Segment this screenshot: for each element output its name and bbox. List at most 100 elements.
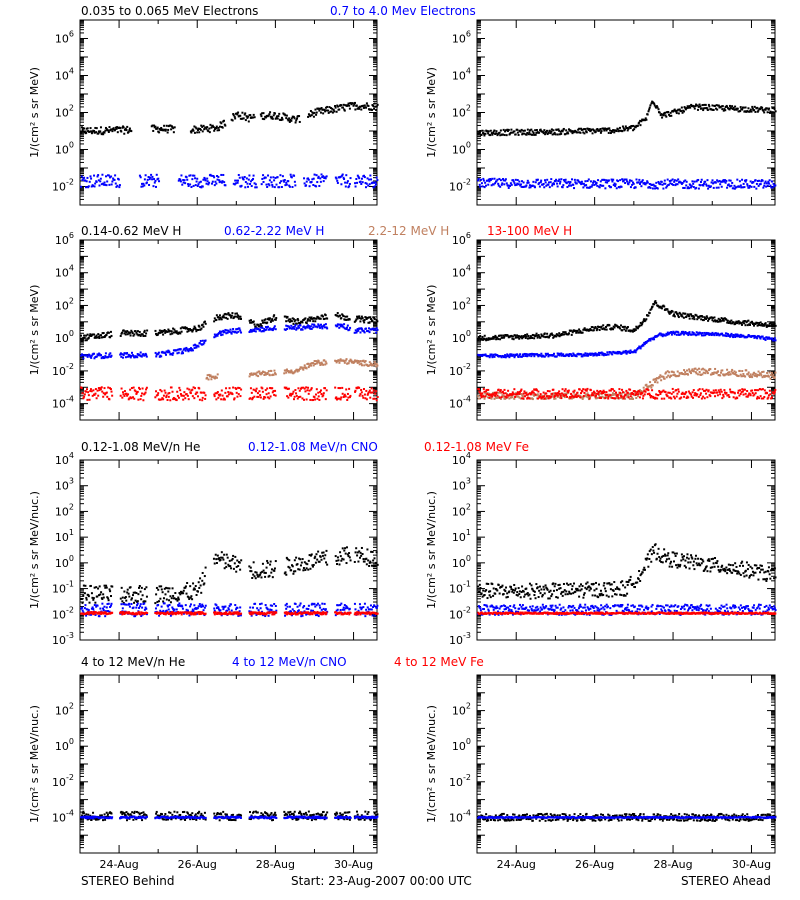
data-point xyxy=(325,362,328,365)
data-point xyxy=(283,372,286,375)
data-point xyxy=(479,130,482,133)
y-axis-label: 1/(cm² s sr MeV) xyxy=(28,67,41,158)
data-point xyxy=(269,176,272,179)
data-point xyxy=(130,351,133,354)
data-point xyxy=(619,179,622,182)
data-point xyxy=(360,388,363,391)
data-point xyxy=(259,326,262,329)
data-point xyxy=(507,389,510,392)
data-point xyxy=(751,107,754,110)
data-point xyxy=(164,331,167,334)
data-point xyxy=(143,331,146,334)
data-point xyxy=(203,391,206,394)
data-point xyxy=(234,179,237,182)
data-point xyxy=(358,394,361,397)
data-point xyxy=(298,115,301,118)
data-point xyxy=(354,108,357,111)
data-point xyxy=(232,327,235,330)
data-point xyxy=(672,314,675,317)
data-point xyxy=(504,179,507,182)
y-axis-label: 1/(cm² s sr MeV) xyxy=(28,285,41,376)
data-point xyxy=(487,183,490,186)
data-point xyxy=(552,336,555,339)
data-point xyxy=(362,359,365,362)
data-point xyxy=(511,393,514,396)
data-point xyxy=(295,119,298,122)
data-point xyxy=(690,314,693,317)
data-point xyxy=(363,361,366,364)
data-point xyxy=(762,370,765,373)
data-point xyxy=(581,182,584,185)
data-point xyxy=(734,336,737,339)
data-point xyxy=(80,175,83,178)
data-point xyxy=(220,173,223,176)
data-point xyxy=(583,328,586,331)
data-point xyxy=(245,115,248,118)
data-point xyxy=(310,316,313,319)
data-point xyxy=(109,355,112,358)
data-point xyxy=(729,322,732,325)
data-point xyxy=(733,334,736,337)
data-point xyxy=(673,313,676,316)
data-point xyxy=(593,129,596,132)
data-point xyxy=(89,388,92,391)
data-point xyxy=(365,102,368,105)
data-point xyxy=(337,359,340,362)
data-point xyxy=(529,133,532,136)
data-point xyxy=(511,354,514,357)
data-point xyxy=(104,183,107,186)
data-point xyxy=(322,112,325,115)
data-point xyxy=(181,350,184,353)
data-point xyxy=(519,184,522,187)
data-point xyxy=(296,370,299,373)
data-point xyxy=(585,184,588,187)
data-point xyxy=(638,178,641,181)
data-point xyxy=(325,175,328,178)
data-point xyxy=(487,338,490,341)
data-point xyxy=(478,397,481,400)
data-point xyxy=(325,106,328,109)
data-point xyxy=(95,131,98,134)
data-point xyxy=(653,303,656,306)
data-point xyxy=(93,129,96,132)
data-point xyxy=(536,354,539,357)
data-point xyxy=(280,185,283,188)
data-point xyxy=(537,334,540,337)
data-point xyxy=(759,372,762,375)
data-point xyxy=(193,387,196,390)
data-point xyxy=(629,349,632,352)
data-point xyxy=(351,360,354,363)
data-point xyxy=(357,175,360,178)
data-point xyxy=(209,374,212,377)
data-point xyxy=(290,369,293,372)
data-point xyxy=(366,316,369,319)
data-point xyxy=(638,392,641,395)
data-point xyxy=(613,182,616,185)
data-point xyxy=(190,131,193,134)
data-point xyxy=(729,179,732,182)
data-point xyxy=(503,355,506,358)
data-point xyxy=(370,108,373,111)
data-point xyxy=(225,387,228,390)
data-point xyxy=(717,180,720,183)
data-point xyxy=(239,117,242,120)
data-point xyxy=(585,186,588,189)
data-point xyxy=(719,374,722,377)
data-point xyxy=(521,180,524,183)
data-point xyxy=(773,337,776,340)
data-point xyxy=(288,320,291,323)
data-point xyxy=(80,334,83,337)
data-point xyxy=(553,395,556,398)
data-point xyxy=(98,389,101,392)
data-point xyxy=(347,396,350,399)
data-point xyxy=(726,321,729,324)
data-point xyxy=(563,389,566,392)
data-point xyxy=(648,312,651,315)
data-point xyxy=(196,177,199,180)
data-point xyxy=(329,107,332,110)
data-point xyxy=(235,179,238,182)
data-point xyxy=(198,325,201,328)
data-point xyxy=(520,185,523,188)
data-point xyxy=(681,111,684,114)
data-point xyxy=(102,183,105,186)
